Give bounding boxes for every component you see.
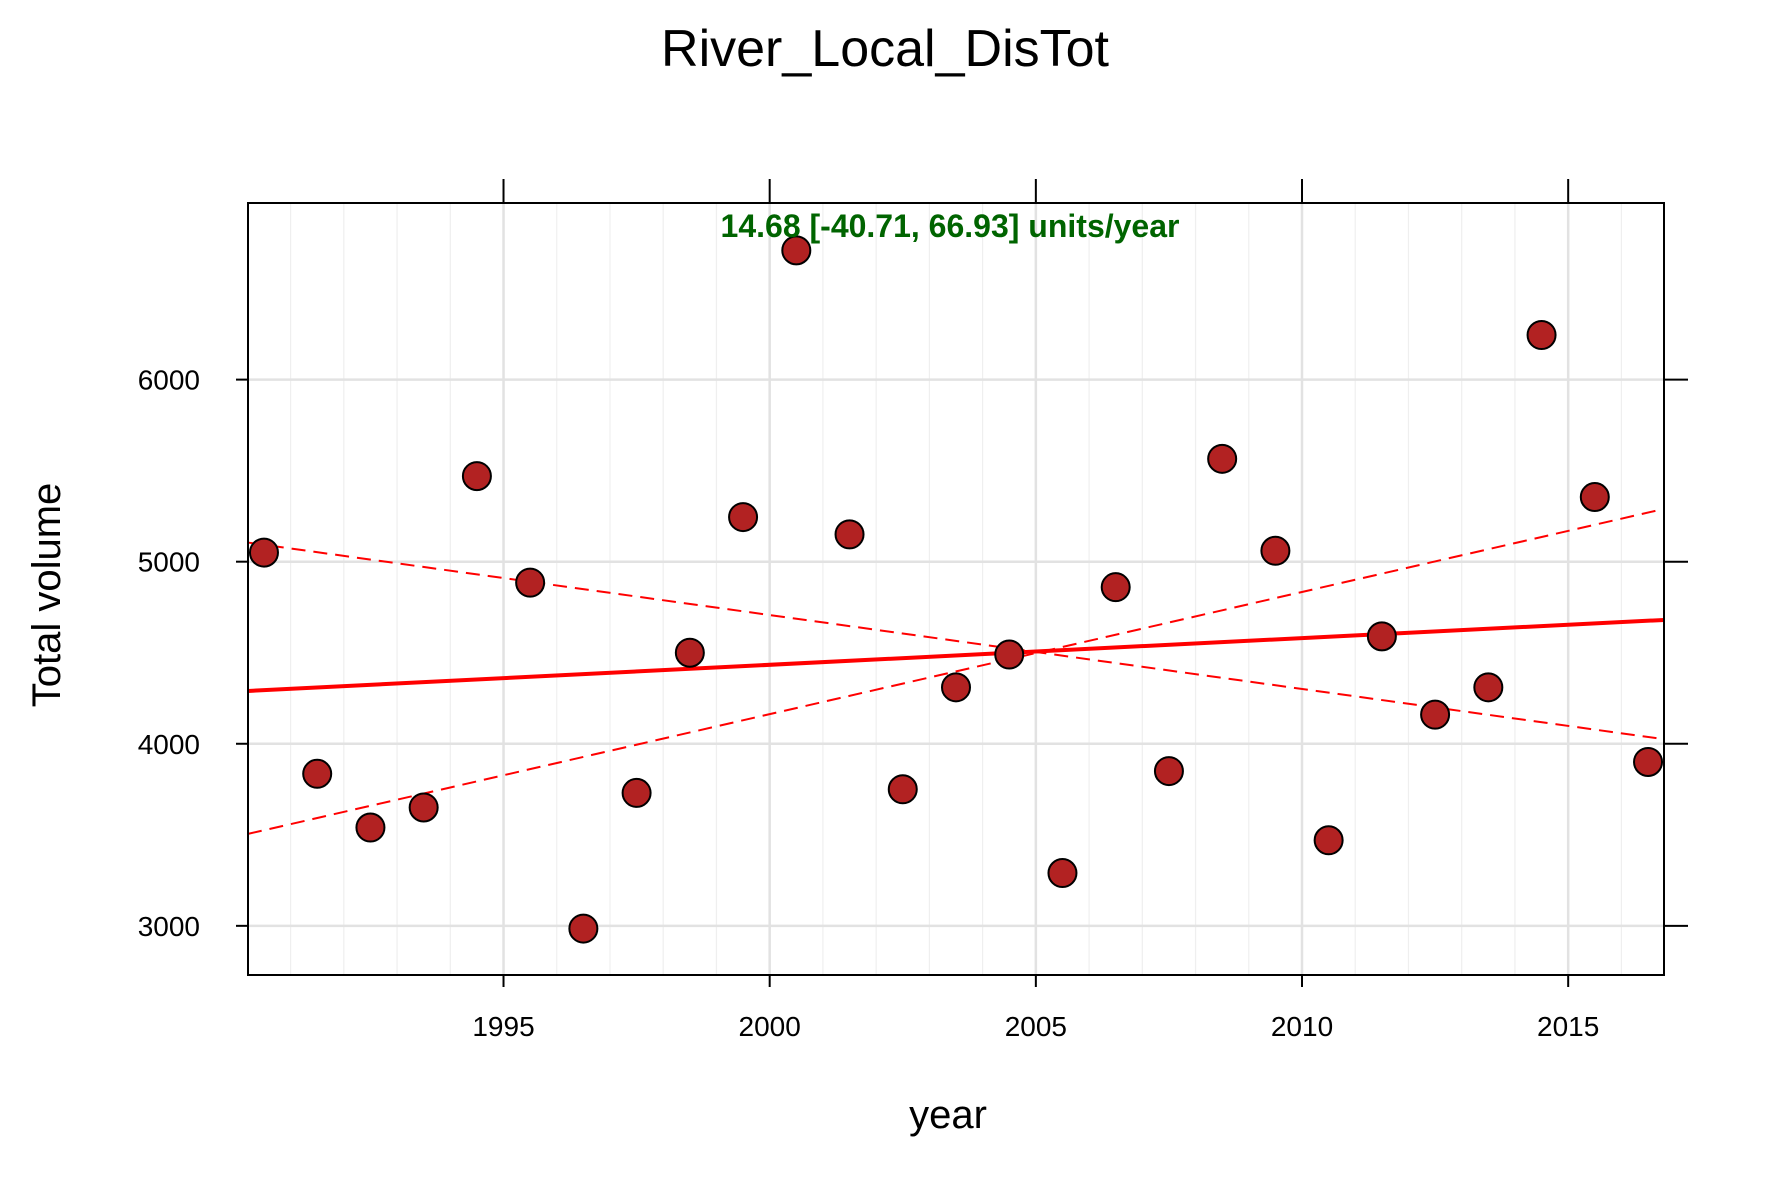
data-point xyxy=(302,758,333,789)
data-point xyxy=(515,567,546,598)
grid xyxy=(248,203,1664,975)
y-tick-label: 3000 xyxy=(138,911,200,942)
x-tick-label: 2010 xyxy=(1271,1011,1333,1042)
y-tick-label: 6000 xyxy=(138,365,200,396)
confidence-line xyxy=(247,507,1665,835)
x-tick-label: 1995 xyxy=(472,1011,534,1042)
trend-annotation: 14.68 [-40.71, 66.93] units/year xyxy=(721,208,1180,244)
y-tick-label: 5000 xyxy=(138,547,200,578)
data-point xyxy=(568,913,599,944)
data-point xyxy=(781,235,812,266)
data-point xyxy=(1420,699,1451,730)
data-point xyxy=(941,672,971,703)
x-tick-label: 2015 xyxy=(1537,1011,1599,1042)
x-axis-label: year xyxy=(909,1093,987,1137)
plot-frame xyxy=(247,202,1665,976)
data-point xyxy=(1526,320,1557,351)
data-point xyxy=(248,537,279,568)
data-point xyxy=(408,792,439,823)
data-point xyxy=(994,639,1025,670)
data-point xyxy=(1260,535,1291,566)
data-point xyxy=(621,777,652,808)
data-point xyxy=(1100,572,1131,603)
data-point xyxy=(1366,621,1397,652)
data-point xyxy=(1313,825,1344,856)
y-axis-label: Total volume xyxy=(25,483,69,708)
data-point xyxy=(1207,443,1238,474)
data-point xyxy=(728,502,759,533)
trend-line xyxy=(247,617,1665,693)
axis-ticks: 1995 2000 2005 2010 2015 3000 4000 5000 6000 xyxy=(138,179,1688,1042)
data-point xyxy=(355,812,386,843)
data-point xyxy=(1633,746,1664,777)
chart-title: River_Local_DisTot xyxy=(661,20,1110,78)
data-point xyxy=(1473,672,1504,703)
data-point xyxy=(1153,756,1184,787)
trend-lines xyxy=(247,507,1665,835)
x-tick-label: 2000 xyxy=(739,1011,801,1042)
data-point xyxy=(1579,482,1610,513)
data-point xyxy=(887,774,918,805)
data-point xyxy=(461,461,492,492)
data-point xyxy=(674,637,705,668)
x-tick-label: 2005 xyxy=(1005,1011,1067,1042)
y-tick-label: 4000 xyxy=(138,729,200,760)
data-point xyxy=(834,519,865,550)
data-points xyxy=(248,235,1664,944)
confidence-line xyxy=(247,541,1665,741)
data-point xyxy=(1047,858,1078,889)
